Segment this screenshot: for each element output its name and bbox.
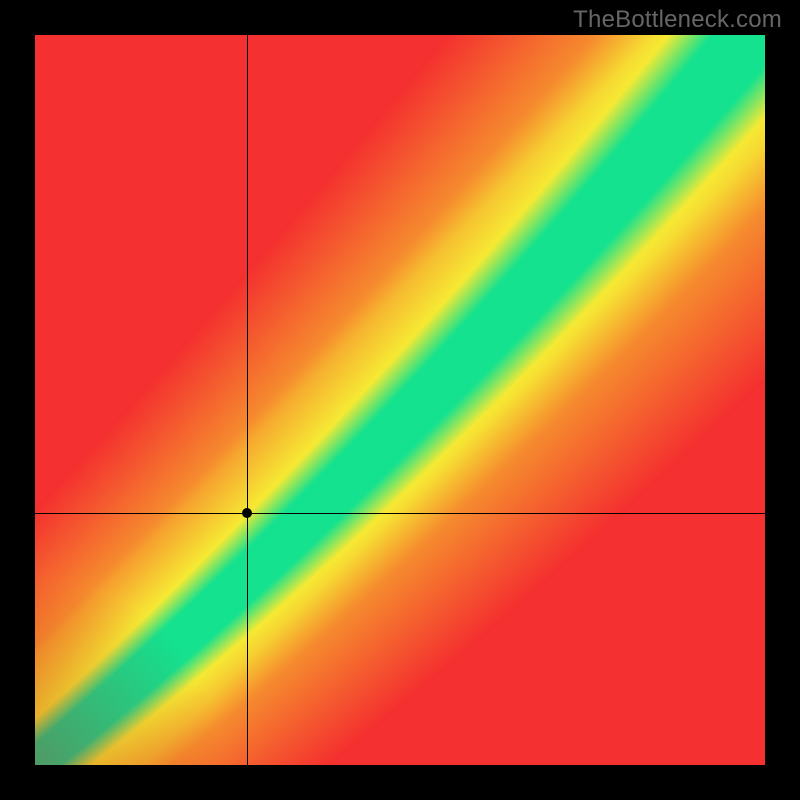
data-point-marker — [242, 508, 252, 518]
heatmap-canvas — [35, 35, 765, 765]
watermark-text: TheBottleneck.com — [573, 6, 782, 34]
crosshair-vertical — [247, 35, 248, 765]
heatmap-plot — [35, 35, 765, 765]
crosshair-horizontal — [35, 513, 765, 514]
